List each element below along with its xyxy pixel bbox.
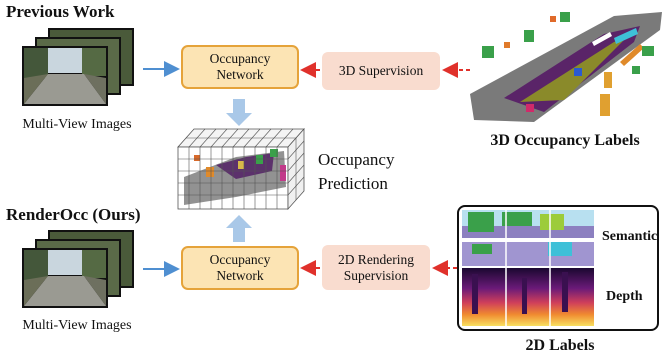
occupancy-network-top: Occupancy Network: [181, 45, 299, 89]
depth-label: Depth: [606, 289, 643, 304]
previous-work-title: Previous Work: [6, 2, 115, 21]
semantic-label: Semantic: [602, 229, 658, 244]
occupancy-network-bottom-label: Occupancy Network: [209, 252, 271, 283]
3d-supervision-label: 3D Supervision: [338, 63, 424, 78]
semantic-label-image: [462, 210, 594, 266]
multi-view-images-top: [22, 28, 134, 106]
multi-view-images-caption-top: Multi-View Images: [22, 117, 132, 132]
occupancy-prediction-line2: Prediction: [318, 174, 388, 193]
network-to-prediction-block-arrow-bottom: [226, 215, 252, 242]
depth-label-image: [462, 268, 594, 326]
2d-rendering-supervision-label: 2D Rendering Supervision: [337, 251, 415, 283]
occupancy-network-bottom: Occupancy Network: [181, 246, 299, 290]
3d-occupancy-labels-caption: 3D Occupancy Labels: [490, 132, 640, 149]
occupancy-prediction-label: Occupancy Prediction: [318, 148, 394, 196]
multi-view-images-caption-bottom: Multi-View Images: [22, 318, 132, 333]
3d-supervision-box: 3D Supervision: [322, 52, 440, 90]
3d-occupancy-labels-image: [470, 12, 662, 122]
occupancy-prediction-line1: Occupancy: [318, 150, 395, 169]
occupancy-network-top-label: Occupancy Network: [209, 51, 271, 82]
2d-rendering-supervision-box: 2D Rendering Supervision: [322, 245, 430, 290]
network-to-prediction-block-arrow-top: [226, 99, 252, 126]
2d-labels-caption: 2D Labels: [525, 337, 595, 354]
occupancy-prediction-grid: [177, 127, 305, 211]
multi-view-images-bottom: [22, 230, 134, 308]
renderocc-title: RenderOcc (Ours): [6, 205, 141, 224]
